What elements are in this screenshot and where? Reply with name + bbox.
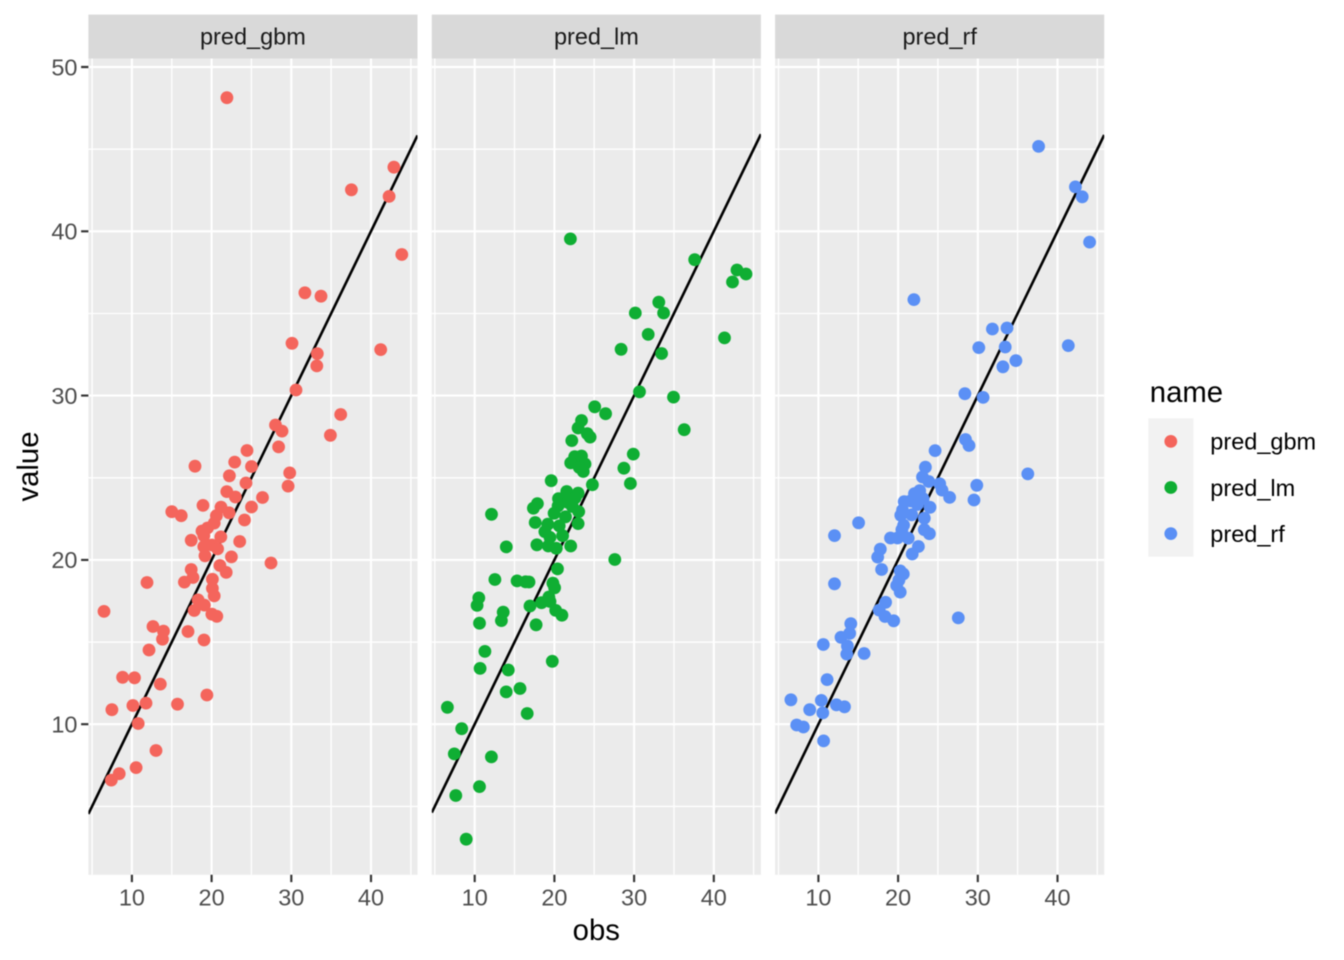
svg-text:30: 30 (965, 885, 991, 911)
svg-text:20: 20 (199, 885, 225, 911)
svg-text:40: 40 (1044, 885, 1070, 911)
svg-text:20: 20 (885, 885, 911, 911)
svg-text:10: 10 (119, 885, 145, 911)
svg-text:50: 50 (51, 54, 77, 80)
svg-text:30: 30 (51, 383, 77, 409)
svg-text:30: 30 (621, 885, 647, 911)
svg-text:40: 40 (701, 885, 727, 911)
svg-text:value: value (12, 431, 45, 501)
svg-text:20: 20 (51, 547, 77, 573)
svg-text:10: 10 (462, 885, 488, 911)
svg-text:30: 30 (278, 885, 304, 911)
svg-text:10: 10 (51, 712, 77, 738)
svg-text:pred_lm: pred_lm (1210, 475, 1295, 501)
svg-text:pred_rf: pred_rf (1210, 521, 1285, 547)
svg-text:10: 10 (805, 885, 831, 911)
svg-text:obs: obs (573, 914, 620, 947)
svg-text:40: 40 (358, 885, 384, 911)
svg-text:name: name (1150, 376, 1223, 409)
svg-text:20: 20 (541, 885, 567, 911)
svg-text:40: 40 (51, 219, 77, 245)
svg-text:pred_rf: pred_rf (902, 24, 977, 50)
svg-text:pred_gbm: pred_gbm (200, 24, 306, 50)
svg-text:pred_gbm: pred_gbm (1210, 429, 1316, 455)
svg-text:pred_lm: pred_lm (554, 24, 639, 50)
